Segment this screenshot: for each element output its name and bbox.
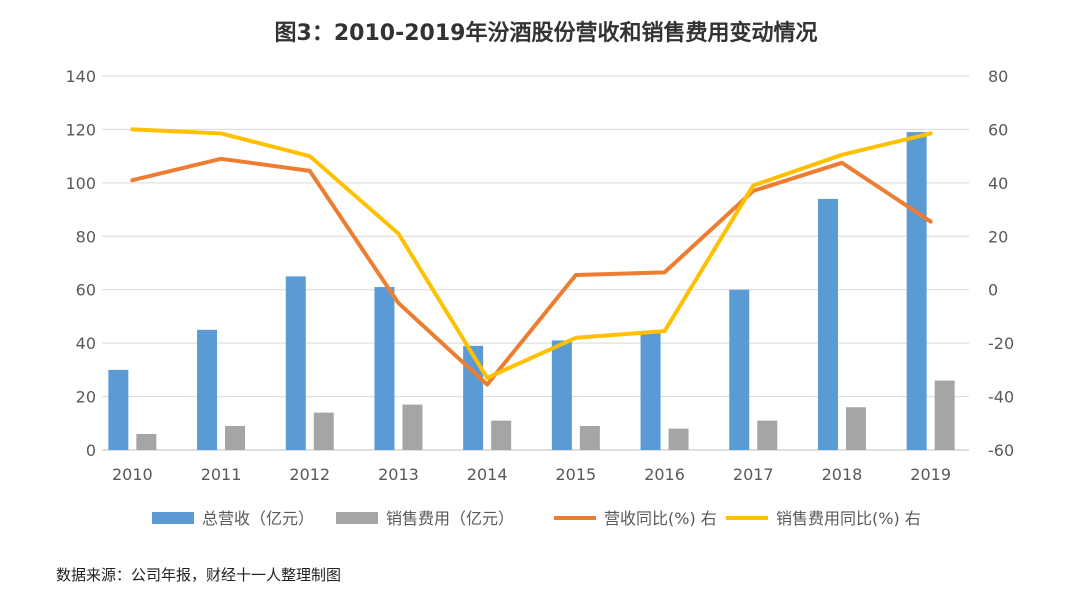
bar-sales-expense — [402, 404, 423, 450]
bar-sales-expense — [225, 425, 246, 450]
legend-swatch — [336, 512, 378, 524]
gridlines — [102, 75, 969, 451]
y-right-tick-label: -40 — [988, 388, 1014, 407]
bar-sales-expense — [491, 420, 512, 450]
x-tick-label: 2019 — [910, 465, 951, 484]
line-sales-expense-yoy — [130, 127, 933, 380]
y-left-tick-label: 0 — [86, 441, 96, 460]
bar-revenue — [108, 369, 129, 450]
bar-revenue — [551, 340, 572, 450]
y-left-tick-label: 100 — [65, 174, 96, 193]
y-right-tick-label: 20 — [988, 227, 1008, 246]
y-right-tick-label: -60 — [988, 441, 1014, 460]
x-tick-label: 2010 — [112, 465, 153, 484]
legend-swatch — [152, 512, 194, 524]
x-tick-label: 2016 — [644, 465, 685, 484]
legend-label: 销售费用同比(%) 右 — [776, 509, 921, 528]
x-tick-label: 2014 — [467, 465, 508, 484]
bar-revenue — [197, 329, 218, 450]
bar-sales-expense — [845, 407, 866, 450]
bars — [108, 132, 955, 450]
bar-revenue — [285, 276, 306, 450]
bar-revenue — [729, 289, 750, 450]
y-right-tick-label: 80 — [988, 67, 1008, 86]
x-tick-label: 2011 — [201, 465, 242, 484]
legend: 总营收（亿元） 销售费用（亿元） 营收同比(%) 右 销售费用同比(%) 右 — [152, 509, 921, 528]
x-tick-label: 2015 — [555, 465, 596, 484]
legend-label: 销售费用（亿元） — [386, 509, 514, 528]
bar-sales-expense — [136, 433, 157, 450]
line-revenue-yoy — [130, 156, 933, 387]
y-left-tick-label: 60 — [76, 281, 96, 300]
y-left-tick-label: 80 — [76, 227, 96, 246]
y-right-tick-label: -20 — [988, 334, 1014, 353]
y-right-tick-label: 40 — [988, 174, 1008, 193]
bar-revenue — [817, 198, 838, 450]
x-tick-label: 2012 — [289, 465, 330, 484]
bar-revenue — [906, 132, 927, 450]
chart-title: 图3：2010-2019年汾酒股份营收和销售费用变动情况 — [275, 20, 818, 46]
bar-sales-expense — [313, 412, 334, 450]
bar-revenue — [463, 345, 484, 450]
bar-sales-expense — [668, 428, 689, 450]
bar-sales-expense — [934, 380, 955, 450]
bar-revenue — [640, 332, 661, 450]
source-note: 数据来源：公司年报，财经十一人整理制图 — [56, 566, 341, 584]
y-right-tick-label: 0 — [988, 281, 998, 300]
y-left-tick-label: 140 — [65, 67, 96, 86]
bar-revenue — [374, 287, 395, 450]
legend-label: 总营收（亿元） — [202, 509, 314, 528]
y-left-tick-label: 20 — [76, 388, 96, 407]
line-series — [130, 127, 933, 387]
x-tick-label: 2017 — [733, 465, 774, 484]
bar-sales-expense — [579, 425, 600, 450]
x-tick-label: 2018 — [822, 465, 863, 484]
bar-sales-expense — [757, 420, 778, 450]
y-right-tick-label: 60 — [988, 120, 1008, 139]
y-left-tick-label: 120 — [65, 120, 96, 139]
axes: 0 -60 20 -40 40 -20 60 0 80 20 100 40 120 60 140 80 2010… — [65, 67, 1014, 484]
y-left-tick-label: 40 — [76, 334, 96, 353]
legend-label: 营收同比(%) 右 — [604, 509, 717, 528]
x-tick-label: 2013 — [378, 465, 419, 484]
